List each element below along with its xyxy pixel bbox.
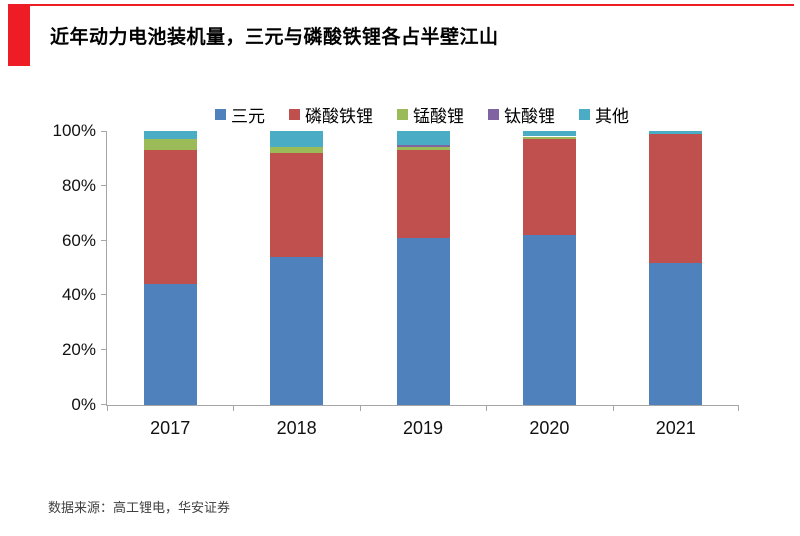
- x-axis-tick: [612, 405, 614, 411]
- x-axis-label-2020: 2020: [529, 418, 570, 438]
- x-axis-tick: [107, 405, 108, 411]
- legend-item-磷酸铁锂: 磷酸铁锂: [289, 102, 373, 127]
- data-source-note: 数据来源：高工锂电，华安证券: [48, 500, 231, 515]
- segment-锰酸锂-2019: [396, 147, 450, 151]
- segment-磷酸铁锂-2019: [396, 150, 450, 238]
- legend-label: 其他: [595, 107, 629, 126]
- bar-2018: [270, 131, 324, 405]
- legend-label: 三元: [231, 107, 265, 126]
- bar-2021: [649, 131, 703, 405]
- legend-item-三元: 三元: [215, 102, 265, 127]
- title-accent-block: [8, 4, 30, 66]
- segment-磷酸铁锂-2017: [143, 150, 197, 285]
- segment-三元-2019: [396, 237, 450, 405]
- segment-锰酸锂-2020: [522, 136, 576, 140]
- segment-三元-2017: [143, 284, 197, 405]
- legend-swatch-icon: [215, 109, 226, 120]
- segment-磷酸铁锂-2020: [522, 139, 576, 236]
- chart-legend: 三元 磷酸铁锂 锰酸锂 钛酸锂 其他: [106, 102, 738, 127]
- y-axis-tick: [101, 184, 107, 186]
- segment-其他-2019: [396, 131, 450, 145]
- x-axis-label-2019: 2019: [402, 418, 444, 438]
- segment-其他-2021: [649, 131, 703, 134]
- legend-swatch-icon: [488, 109, 499, 120]
- legend-swatch-icon: [289, 109, 300, 120]
- legend-item-锰酸锂: 锰酸锂: [397, 102, 464, 127]
- stacked-bar-chart: 2017 2018 2019 2020 2021 0% 20% 40% 60% 80% 100%: [53, 121, 739, 438]
- y-axis-tick: [101, 239, 107, 241]
- y-axis-label-40: 40%: [61, 285, 96, 305]
- x-axis-tick: [233, 405, 235, 411]
- y-axis-label-100: 100%: [52, 121, 96, 140]
- segment-其他-2018: [270, 131, 324, 148]
- x-axis-label-2021: 2021: [655, 418, 696, 438]
- legend-label: 锰酸锂: [413, 107, 464, 126]
- bar-2019: [396, 131, 450, 405]
- segment-三元-2020: [522, 235, 576, 405]
- segment-磷酸铁锂-2018: [270, 152, 324, 258]
- segment-其他-2017: [143, 131, 197, 140]
- y-axis-label-80: 80%: [61, 175, 96, 195]
- x-axis-tick: [738, 405, 739, 411]
- bar-2017: [143, 131, 197, 405]
- legend-item-其他: 其他: [579, 102, 629, 127]
- y-axis-tick: [101, 294, 107, 296]
- y-axis-label-0: 0%: [71, 395, 96, 414]
- page-title: 近年动力电池装机量，三元与磷酸铁锂各占半壁江山: [50, 27, 499, 48]
- segment-锰酸锂-2018: [270, 147, 324, 153]
- top-rule-divider: [8, 4, 794, 6]
- x-axis-tick: [486, 405, 488, 411]
- y-axis-tick: [101, 404, 107, 405]
- y-axis-label-20: 20%: [61, 340, 96, 360]
- y-axis-label-60: 60%: [61, 230, 96, 250]
- legend-swatch-icon: [579, 109, 590, 120]
- segment-钛酸锂-2019: [396, 144, 450, 148]
- legend-label: 磷酸铁锂: [305, 107, 373, 126]
- legend-label: 钛酸锂: [504, 107, 555, 126]
- bar-2020: [522, 131, 576, 405]
- segment-三元-2018: [270, 257, 324, 405]
- segment-其他-2020: [522, 131, 576, 137]
- segment-磷酸铁锂-2021: [649, 133, 703, 263]
- x-axis-label-2018: 2018: [276, 418, 317, 438]
- segment-锰酸锂-2017: [143, 139, 197, 151]
- legend-swatch-icon: [397, 109, 408, 120]
- segment-三元-2021: [649, 262, 703, 405]
- legend-item-钛酸锂: 钛酸锂: [488, 102, 555, 127]
- y-axis-tick: [101, 131, 107, 132]
- x-axis-tick: [359, 405, 361, 411]
- y-axis-tick: [101, 349, 107, 351]
- x-axis-label-2017: 2017: [150, 418, 191, 438]
